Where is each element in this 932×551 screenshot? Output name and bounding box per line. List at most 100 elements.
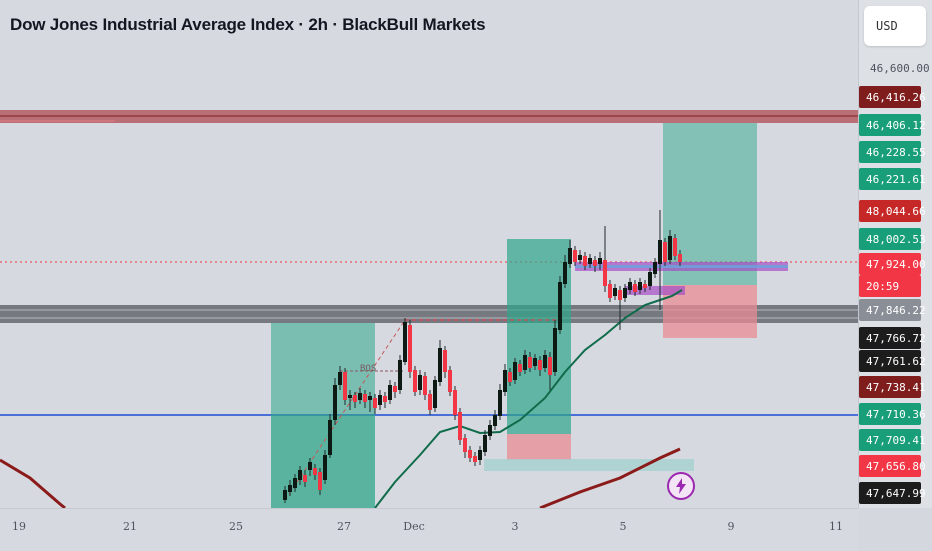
candle-body [403, 322, 407, 362]
candle-body [443, 350, 447, 372]
bos-label: BOS [360, 364, 377, 374]
time-label: 25 [229, 520, 243, 533]
long-position-2-target[interactable] [507, 239, 571, 434]
candle-body [503, 370, 507, 392]
order-block-2[interactable] [625, 286, 685, 295]
time-label: 27 [337, 520, 351, 533]
time-label: Dec [403, 520, 425, 533]
candle-body [563, 262, 567, 284]
chart-canvas[interactable] [0, 0, 858, 508]
price-tag: 46,416.26 [859, 86, 926, 108]
candle-body [488, 425, 492, 436]
candle-body [608, 284, 612, 298]
candle-body [558, 282, 562, 330]
candle-body [678, 254, 682, 262]
demand-zone-box[interactable] [484, 459, 694, 471]
candle-body [288, 485, 292, 492]
candle-body [528, 357, 532, 368]
price-tag: 47,709.41 [859, 429, 926, 451]
candle-body [418, 375, 422, 390]
candle-body [613, 288, 617, 296]
price-tag: 47,766.72 [859, 327, 926, 349]
price-tag: 47,924.00 [859, 253, 926, 275]
candle-body [518, 364, 522, 372]
candle-body [593, 260, 597, 266]
candle-body [298, 470, 302, 480]
candle-body [473, 456, 477, 462]
candle-body [398, 360, 402, 390]
price-tag: 47,647.99 [859, 482, 926, 504]
candle-body [638, 282, 642, 290]
candle-body [353, 395, 357, 402]
long-position-1-target[interactable] [271, 323, 375, 415]
candle-body [543, 355, 547, 368]
candle-body [653, 262, 657, 274]
candle-body [498, 390, 502, 416]
candle-body [453, 390, 457, 415]
candle-body [458, 412, 462, 440]
price-tag: 46,406.12 [859, 114, 926, 136]
candle-body [318, 472, 322, 490]
time-label: 5 [619, 520, 627, 533]
candle-body [508, 372, 512, 382]
candle-body [523, 355, 527, 370]
price-tag: 47,710.36 [859, 403, 926, 425]
candle-body [428, 394, 432, 410]
time-label: 9 [727, 520, 735, 533]
candle-body [628, 282, 632, 290]
lightning-icon[interactable] [667, 472, 695, 500]
candle-body [643, 284, 647, 288]
long-position-3-target[interactable] [663, 123, 757, 285]
candle-body [588, 258, 592, 264]
candle-body [603, 260, 607, 286]
candle-body [583, 256, 587, 266]
slow-moving-average[interactable] [0, 458, 66, 508]
candle-body [308, 462, 312, 470]
candle-body [373, 398, 377, 408]
candle-body [513, 362, 517, 380]
candle-body [663, 242, 667, 262]
candle-body [493, 415, 497, 426]
currency-selector[interactable]: USD [864, 6, 926, 46]
price-tag: 48,044.66 [859, 200, 926, 222]
order-block-1-mid [575, 265, 788, 268]
candle-body [658, 240, 662, 264]
price-tag: 48,002.53 [859, 228, 926, 250]
price-axis-top-label: 46,600.00 [870, 62, 930, 75]
fast-moving-average[interactable] [374, 289, 683, 508]
candle-body [578, 255, 582, 260]
candle-body [313, 468, 317, 475]
candlestick-series[interactable] [283, 210, 682, 503]
candle-body [463, 438, 467, 452]
candle-body [408, 325, 412, 372]
candle-body [448, 370, 452, 392]
candle-body [568, 248, 572, 264]
time-label: 3 [511, 520, 519, 533]
candle-body [438, 348, 442, 382]
candle-body [533, 358, 537, 366]
candle-body [293, 478, 297, 488]
price-tag: 46,228.55 [859, 141, 926, 163]
candle-body [618, 290, 622, 300]
price-tag: 47,846.22 [859, 299, 926, 321]
time-axis[interactable] [0, 508, 858, 551]
candle-body [423, 376, 427, 395]
candle-body [623, 288, 627, 298]
time-label: 11 [829, 520, 843, 533]
candle-body [483, 435, 487, 452]
long-position-2-stop[interactable] [507, 434, 571, 460]
price-tag: 47,761.62 [859, 350, 926, 372]
candle-body [668, 236, 672, 260]
candle-body [358, 393, 362, 400]
candle-body [413, 370, 417, 392]
slow-moving-average-right[interactable] [539, 447, 681, 508]
candle-body [283, 490, 287, 500]
candle-body [433, 380, 437, 408]
candle-body [338, 372, 342, 385]
price-tag: 20:59 [859, 275, 921, 297]
chart-area[interactable] [0, 0, 858, 508]
candle-body [393, 386, 397, 392]
candle-body [348, 395, 352, 398]
candle-body [323, 455, 327, 480]
candle-body [333, 385, 337, 420]
